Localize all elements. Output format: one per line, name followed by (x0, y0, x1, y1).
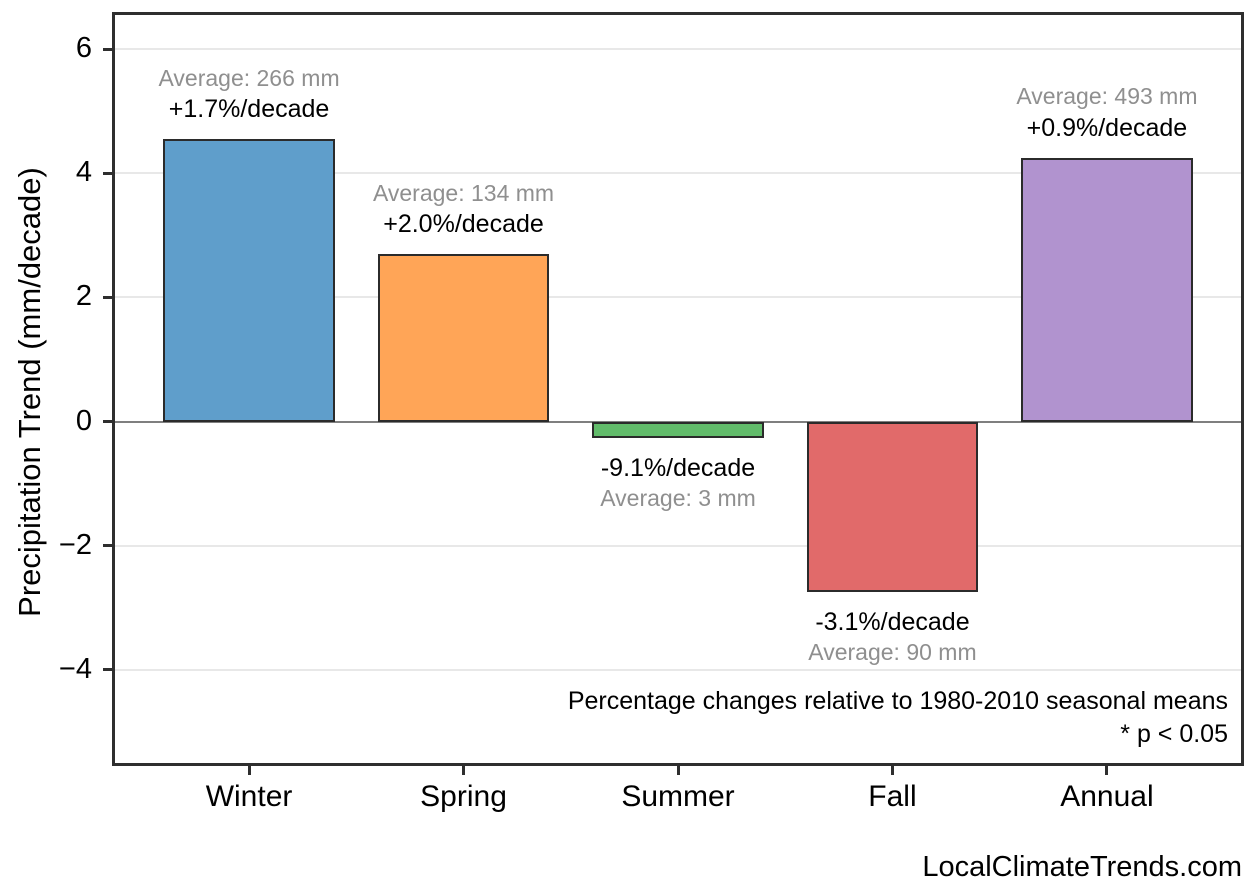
annotation-line-2: * p < 0.05 (1120, 720, 1228, 748)
annotation-line-1: Percentage changes relative to 1980-2010… (567, 687, 1228, 715)
bar-label-average-summer: Average: 3 mm (600, 485, 756, 512)
bar-label-percent-winter: +1.7%/decade (168, 95, 330, 124)
watermark: LocalClimateTrends.com (922, 851, 1242, 883)
annotation-note: Percentage changes relative to 1980-2010… (568, 685, 1228, 751)
bar-labels-fall: -3.1%/decade Average: 90 mm (808, 606, 976, 667)
bar-labels-winter: Average: 266 mm +1.7%/decade (158, 64, 339, 125)
x-axis-tick-summer (676, 766, 680, 775)
bar-summer (592, 421, 764, 439)
gridline-y-4 (115, 172, 1241, 175)
y-tick-label--4: −4 (58, 652, 92, 685)
x-category-label-fall: Fall (868, 780, 917, 813)
bar-fall (806, 421, 979, 593)
gridline-y--4 (115, 668, 1241, 671)
bar-labels-spring: Average: 134 mm +2.0%/decade (373, 179, 554, 240)
x-axis-tick-fall (890, 766, 894, 775)
bar-label-percent-fall: -3.1%/decade (815, 608, 970, 637)
bar-spring (377, 253, 550, 422)
bar-label-percent-spring: +2.0%/decade (383, 210, 544, 238)
gridline-y-6 (115, 48, 1241, 51)
bar-labels-annual: Average: 493 mm +0.9%/decade (1016, 82, 1197, 143)
y-axis-tick-6 (103, 47, 112, 51)
bar-label-percent-annual: +0.9%/decade (1026, 113, 1188, 142)
x-axis-tick-spring (462, 766, 466, 775)
x-category-label-spring: Spring (420, 780, 507, 813)
bar-label-average-annual: Average: 493 mm (1016, 83, 1198, 110)
y-tick-label-2: 2 (75, 280, 92, 313)
y-tick-label--2: −2 (58, 528, 92, 561)
y-axis-tick-0 (103, 420, 112, 424)
y-tick-label-6: 6 (75, 31, 92, 64)
bar-annual (1021, 157, 1193, 422)
x-category-label-summer: Summer (621, 780, 735, 813)
y-axis-tick-4 (103, 171, 112, 175)
y-tick-label-4: 4 (75, 156, 92, 189)
bar-labels-summer: -9.1%/decade Average: 3 mm (600, 452, 756, 513)
gridline-y-2 (115, 296, 1241, 299)
x-axis-tick-annual (1105, 766, 1109, 775)
bar-label-percent-summer: -9.1%/decade (600, 454, 756, 483)
bar-label-average-winter: Average: 266 mm (158, 64, 340, 91)
bar-label-average-spring: Average: 134 mm (372, 179, 555, 206)
y-axis-tick-2 (103, 295, 112, 299)
y-axis-tick--2 (103, 544, 112, 548)
bar-label-average-fall: Average: 90 mm (808, 639, 977, 666)
gridline-y--2 (115, 544, 1241, 547)
x-axis-tick-winter (247, 766, 251, 775)
x-category-label-annual: Annual (1060, 780, 1154, 813)
plot-area: Percentage changes relative to 1980-2010… (59, 12, 1244, 813)
x-category-label-winter: Winter (205, 780, 293, 813)
y-tick-label-0: 0 (75, 404, 92, 437)
bar-winter (163, 139, 335, 422)
y-axis-tick--4 (103, 668, 112, 672)
